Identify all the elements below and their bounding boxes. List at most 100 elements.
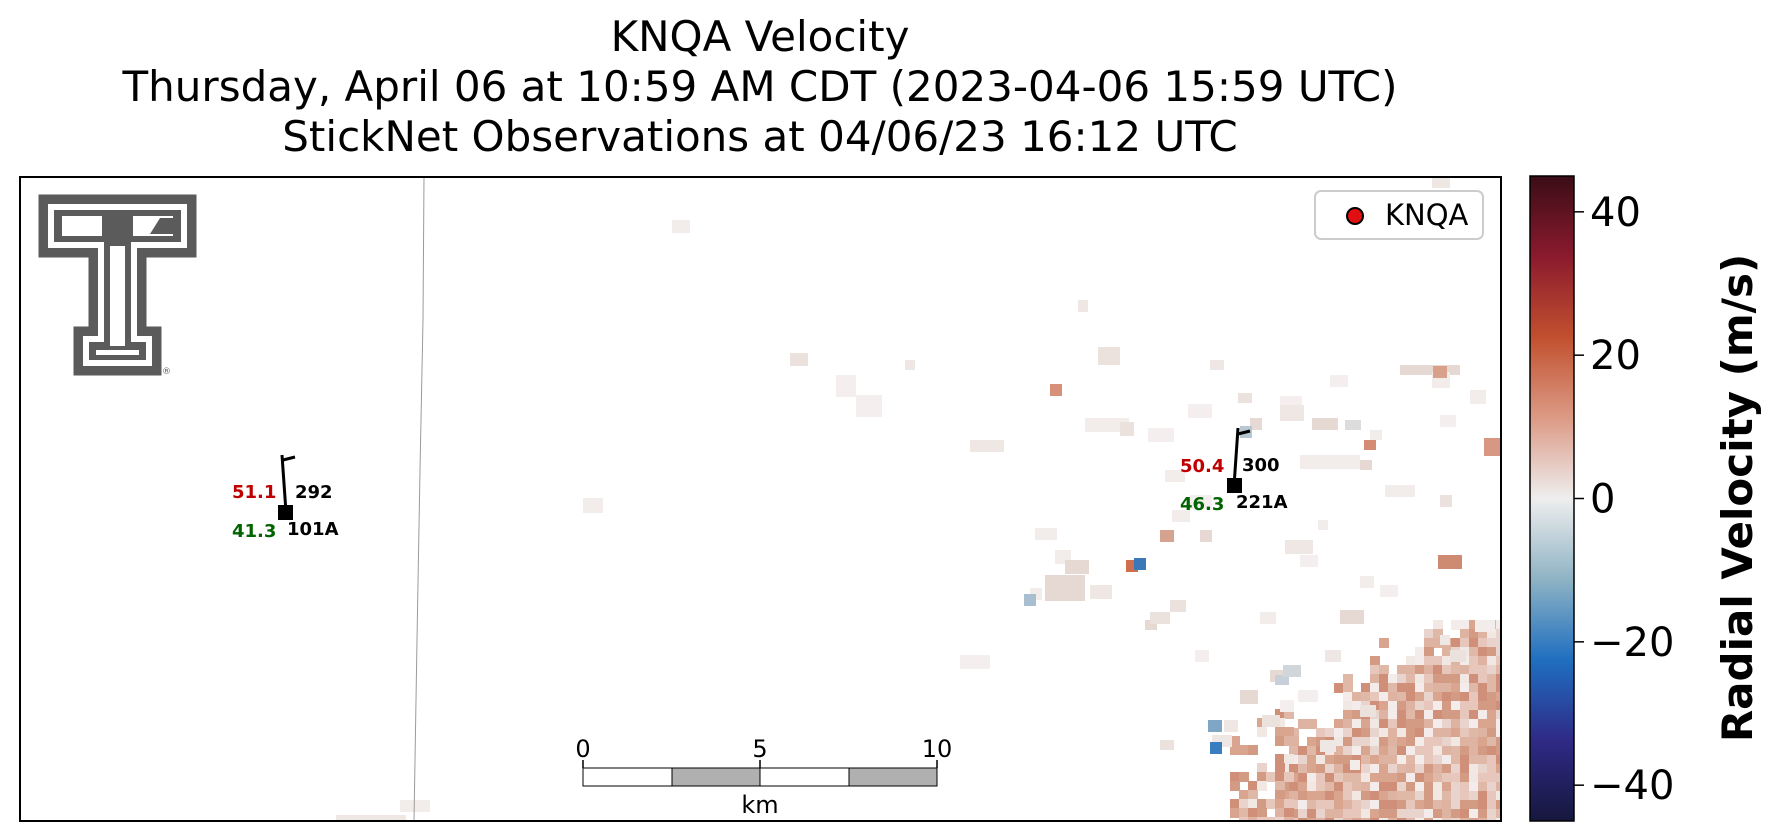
- radar-pixel: [1487, 701, 1497, 711]
- radar-pixel: [1388, 728, 1398, 738]
- radar-pixel: [1460, 800, 1470, 810]
- radar-pixel: [1397, 818, 1407, 821]
- radar-pixel: [1478, 692, 1488, 702]
- radar-echo: [1172, 510, 1190, 522]
- radar-pixel: [1424, 683, 1434, 693]
- radar-echo: [1385, 485, 1415, 497]
- radar-pixel: [1460, 791, 1470, 801]
- radar-pixel: [1370, 656, 1380, 666]
- radar-echo: [1330, 375, 1348, 387]
- radar-echo: [1440, 415, 1456, 427]
- radar-pixel: [1469, 701, 1479, 711]
- wind-barb-icon: [1232, 427, 1251, 487]
- legend-label: KNQA: [1385, 198, 1469, 232]
- radar-pixel: [1442, 683, 1452, 693]
- radar-pixel: [1415, 710, 1425, 720]
- radar-pixel: [1284, 709, 1294, 719]
- radar-pixel: [1379, 638, 1389, 648]
- radar-pixel: [1478, 674, 1488, 684]
- radar-pixel: [1487, 764, 1497, 774]
- radar-pixel: [1397, 719, 1407, 729]
- radar-pixel: [1370, 800, 1380, 810]
- radar-pixel: [1469, 800, 1479, 810]
- radar-pixel: [1397, 773, 1407, 783]
- radar-pixel: [1460, 755, 1470, 765]
- county-boundary-line: [413, 176, 425, 822]
- radar-pixel: [1442, 782, 1452, 792]
- radar-pixel: [1343, 683, 1353, 693]
- radar-pixel: [1298, 746, 1308, 756]
- radar-pixel: [1397, 692, 1407, 702]
- radar-pixel: [1379, 746, 1389, 756]
- radar-pixel: [1424, 719, 1434, 729]
- radar-pixel: [1361, 692, 1371, 702]
- radar-echo: [1262, 715, 1280, 727]
- radar-pixel: [1388, 755, 1398, 765]
- station-dewpoint: 41.3: [232, 521, 276, 542]
- radar-pixel: [1275, 799, 1285, 809]
- radar-pixel: [1343, 728, 1353, 738]
- radar-pixel: [1415, 746, 1425, 756]
- radar-pixel: [1415, 755, 1425, 765]
- radar-pixel: [1370, 665, 1380, 675]
- radar-pixel: [1451, 791, 1461, 801]
- radar-pixel: [1433, 746, 1443, 756]
- radar-pixel: [1370, 674, 1380, 684]
- radar-pixel: [1379, 800, 1389, 810]
- radar-pixel: [1379, 737, 1389, 747]
- radar-pixel: [1334, 818, 1344, 821]
- radar-pixel: [1307, 764, 1317, 774]
- radar-pixel: [1469, 818, 1479, 821]
- radar-pixel: [1469, 638, 1479, 648]
- station-id: 221A: [1236, 492, 1288, 513]
- radar-pixel: [1424, 773, 1434, 783]
- station-pressure: 292: [295, 482, 333, 503]
- radar-pixel: [1352, 782, 1362, 792]
- radar-echo-strong: [1484, 438, 1500, 456]
- radar-pixel: [1478, 737, 1488, 747]
- radar-pixel: [1487, 809, 1497, 819]
- radar-pixel: [1424, 737, 1434, 747]
- radar-echo: [1190, 495, 1212, 509]
- radar-pixel: [1298, 782, 1308, 792]
- radar-echo: [1200, 530, 1212, 542]
- radar-echo: [1224, 720, 1238, 732]
- radar-pixel: [1284, 772, 1294, 782]
- radar-pixel: [1496, 818, 1501, 821]
- radar-echo: [1360, 460, 1372, 470]
- radar-echo: [1150, 612, 1170, 624]
- radar-pixel: [1442, 692, 1452, 702]
- radar-echo: [1370, 430, 1382, 440]
- radar-pixel: [1415, 764, 1425, 774]
- radar-pixel: [1487, 782, 1497, 792]
- radar-echo: [1360, 705, 1376, 717]
- radar-pixel: [1307, 773, 1317, 783]
- radar-pixel: [1451, 620, 1461, 630]
- radar-pixel: [1451, 665, 1461, 675]
- radar-pixel: [1487, 656, 1497, 666]
- radar-pixel: [1307, 818, 1317, 821]
- radar-pixel: [1370, 719, 1380, 729]
- radar-pixel: [1361, 809, 1371, 819]
- radar-pixel: [1406, 683, 1416, 693]
- radar-pixel: [1424, 755, 1434, 765]
- radar-pixel: [1451, 683, 1461, 693]
- radar-echo: [1160, 740, 1174, 750]
- colorbar-tick-label: −20: [1590, 620, 1674, 666]
- radar-pixel: [1424, 701, 1434, 711]
- radar-pixel: [1307, 737, 1317, 747]
- radar-pixel: [1460, 692, 1470, 702]
- radar-pixel: [1469, 647, 1479, 657]
- radar-pixel: [1284, 727, 1294, 737]
- radar-pixel: [1469, 629, 1479, 639]
- radar-pixel: [1460, 818, 1470, 821]
- radar-pixel: [1343, 746, 1353, 756]
- radar-pixel: [1325, 728, 1335, 738]
- radar-pixel: [1460, 746, 1470, 756]
- radar-echo: [1285, 540, 1313, 554]
- radar-pixel: [1406, 674, 1416, 684]
- radar-pixel: [1496, 692, 1501, 702]
- radar-pixel: [1442, 773, 1452, 783]
- radar-pixel: [1478, 710, 1488, 720]
- radar-pixel: [1298, 773, 1308, 783]
